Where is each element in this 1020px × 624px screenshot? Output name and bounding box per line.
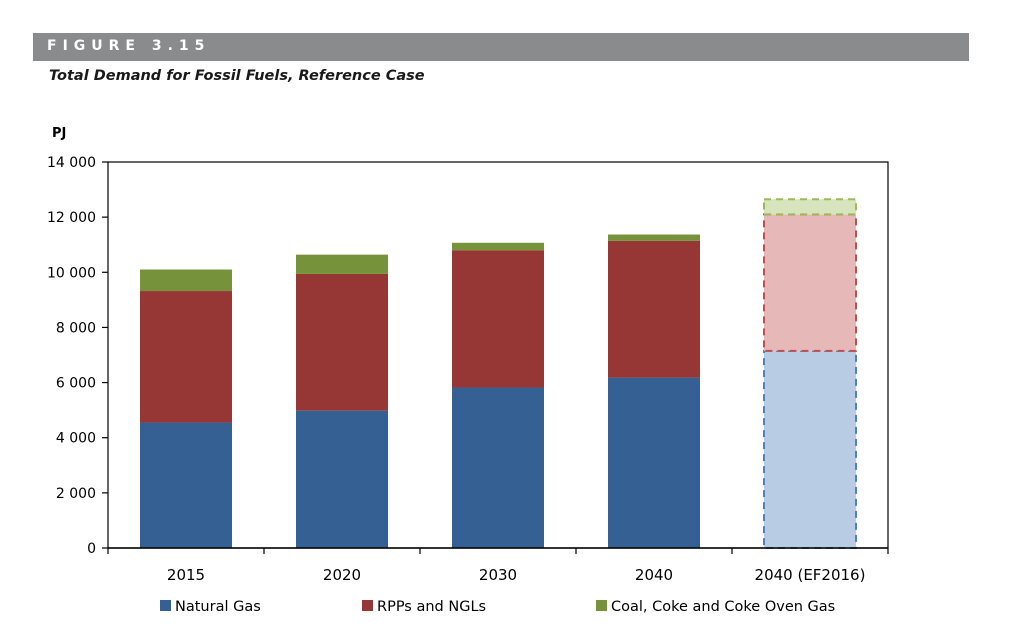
y-axis-label: PJ xyxy=(52,126,66,141)
y-tick-label: 8 000 xyxy=(56,320,96,336)
bar-segment-coal-coke-and-coke-oven-gas xyxy=(763,198,857,216)
y-tick-label: 2 000 xyxy=(56,486,96,502)
y-tick-label: 12 000 xyxy=(47,210,96,226)
bar-segment-coal-coke-and-coke-oven-gas xyxy=(140,269,232,292)
bar-segment-rpps-and-ngls xyxy=(452,250,544,388)
bar-segment-natural-gas xyxy=(763,349,857,549)
bar-segment-natural-gas xyxy=(452,387,544,548)
bar-segment-rpps-and-ngls xyxy=(763,213,857,352)
y-tick-label: 10 000 xyxy=(47,265,96,281)
x-tick-label: 2020 xyxy=(323,566,361,584)
y-tick-label: 14 000 xyxy=(47,155,96,171)
bar-segment-natural-gas xyxy=(608,377,700,548)
bar-segment-coal-coke-and-coke-oven-gas xyxy=(608,234,700,241)
bar-segment-natural-gas xyxy=(140,422,232,548)
x-tick-label: 2040 (EF2016) xyxy=(755,566,866,584)
bar-segment-rpps-and-ngls xyxy=(608,240,700,378)
x-tick-label: 2040 xyxy=(635,566,673,584)
legend-label: RPPs and NGLs xyxy=(377,599,486,615)
bar-segment-rpps-and-ngls xyxy=(296,273,388,411)
bar-segment-rpps-and-ngls xyxy=(140,291,232,423)
x-tick-label: 2015 xyxy=(167,566,205,584)
y-tick-label: 4 000 xyxy=(56,431,96,447)
legend-label: Coal, Coke and Coke Oven Gas xyxy=(611,599,835,615)
bar-segment-natural-gas xyxy=(296,410,388,548)
figure-banner: FIGURE 3.15 xyxy=(33,33,969,61)
legend-swatch xyxy=(596,600,607,611)
legend-label: Natural Gas xyxy=(175,599,261,615)
bar-segment-coal-coke-and-coke-oven-gas xyxy=(452,242,544,251)
chart-title: Total Demand for Fossil Fuels, Reference… xyxy=(49,68,425,84)
x-tick-label: 2030 xyxy=(479,566,517,584)
bar-segment-coal-coke-and-coke-oven-gas xyxy=(296,254,388,274)
y-tick-label: 6 000 xyxy=(56,376,96,392)
figure-label: FIGURE 3.15 xyxy=(47,38,211,54)
legend-swatch xyxy=(362,600,373,611)
legend-swatch xyxy=(160,600,171,611)
y-tick-label: 0 xyxy=(87,541,96,557)
